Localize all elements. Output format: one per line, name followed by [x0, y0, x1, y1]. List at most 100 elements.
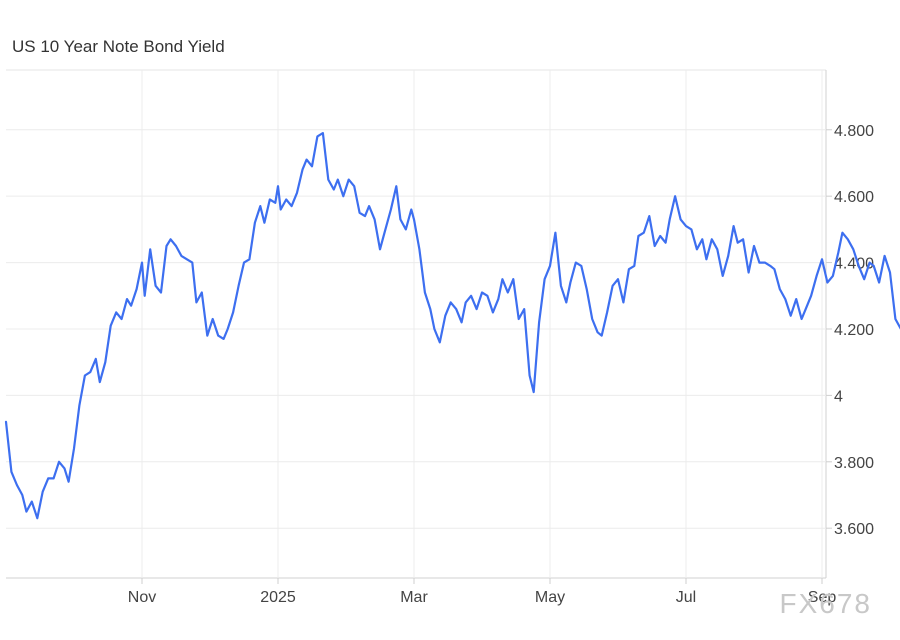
data-point — [99, 381, 101, 383]
data-point — [529, 375, 531, 377]
data-point — [669, 219, 671, 221]
data-point — [847, 239, 849, 241]
data-point — [115, 312, 117, 314]
data-point — [390, 209, 392, 211]
data-point — [533, 391, 535, 393]
data-point — [507, 292, 509, 294]
data-point — [838, 252, 840, 254]
data-point — [748, 272, 750, 274]
data-point — [733, 225, 735, 227]
data-point — [570, 282, 572, 284]
data-point — [212, 318, 214, 320]
data-point — [465, 302, 467, 304]
series-line — [4, 132, 900, 520]
data-point — [37, 517, 39, 519]
data-point — [232, 312, 234, 314]
data-point — [659, 235, 661, 237]
data-point — [285, 199, 287, 201]
x-tick-label: Sep — [808, 589, 837, 606]
data-point — [439, 342, 441, 344]
data-point — [58, 461, 60, 463]
data-point — [68, 481, 70, 483]
data-point — [249, 259, 251, 261]
data-point — [727, 255, 729, 257]
data-point — [400, 219, 402, 221]
data-point — [523, 308, 525, 310]
data-point — [175, 245, 177, 247]
data-point — [136, 288, 138, 290]
data-point — [359, 212, 361, 214]
data-point — [333, 189, 335, 191]
data-point — [810, 295, 812, 297]
x-tick-label: Mar — [400, 589, 428, 606]
data-point — [544, 278, 546, 280]
data-point — [674, 195, 676, 197]
data-point — [322, 132, 324, 134]
data-point — [374, 219, 376, 221]
data-point — [538, 322, 540, 324]
data-point — [498, 298, 500, 300]
data-point — [878, 282, 880, 284]
data-point — [296, 192, 298, 194]
axis-layer: 3.600 3.800 4 4.200 4.400 4.600 4.800 Nov 2025 Ma… — [128, 123, 874, 606]
data-point — [353, 185, 355, 187]
data-point — [141, 262, 143, 264]
data-point — [149, 249, 151, 251]
data-point — [785, 298, 787, 300]
data-point — [368, 205, 370, 207]
data-point — [869, 262, 871, 264]
data-point — [801, 318, 803, 320]
data-point — [759, 262, 761, 264]
y-tick-label: 4.200 — [834, 322, 874, 339]
data-point — [243, 262, 245, 264]
data-point — [884, 255, 886, 257]
data-point — [11, 471, 13, 473]
data-point — [269, 199, 271, 201]
data-point — [238, 285, 240, 287]
y-tick-label: 3.600 — [834, 521, 874, 538]
data-point — [291, 205, 293, 207]
data-point — [192, 262, 194, 264]
data-point — [711, 239, 713, 241]
watermark-fx678: FX678 — [779, 588, 872, 619]
data-point — [223, 338, 225, 340]
data-point — [575, 262, 577, 264]
data-point — [805, 308, 807, 310]
x-tick-label: Nov — [128, 589, 156, 606]
y-tick-label: 3.800 — [834, 455, 874, 472]
data-point — [105, 361, 107, 363]
data-point — [617, 278, 619, 280]
data-point — [181, 255, 183, 257]
data-point — [586, 288, 588, 290]
data-point — [795, 298, 797, 300]
data-point — [638, 235, 640, 237]
data-point — [42, 491, 44, 493]
data-point — [742, 239, 744, 241]
data-point — [207, 335, 209, 337]
data-point — [821, 259, 823, 261]
data-point — [144, 295, 146, 297]
data-point — [827, 282, 829, 284]
data-point — [126, 298, 128, 300]
data-point — [186, 259, 188, 261]
data-point — [170, 239, 172, 241]
data-point — [560, 285, 562, 287]
data-point — [5, 421, 7, 423]
data-point — [411, 209, 413, 211]
data-point — [260, 205, 262, 207]
data-point — [110, 325, 112, 327]
data-point — [581, 265, 583, 267]
data-point — [84, 375, 86, 377]
data-point — [722, 275, 724, 277]
data-point — [518, 318, 520, 320]
data-point — [770, 265, 772, 267]
data-point — [196, 302, 198, 304]
data-point — [606, 312, 608, 314]
data-point — [201, 292, 203, 294]
data-point — [832, 275, 834, 277]
data-point — [634, 265, 636, 267]
data-point — [130, 305, 132, 307]
data-point — [434, 328, 436, 330]
data-point — [779, 288, 781, 290]
data-point — [121, 318, 123, 320]
